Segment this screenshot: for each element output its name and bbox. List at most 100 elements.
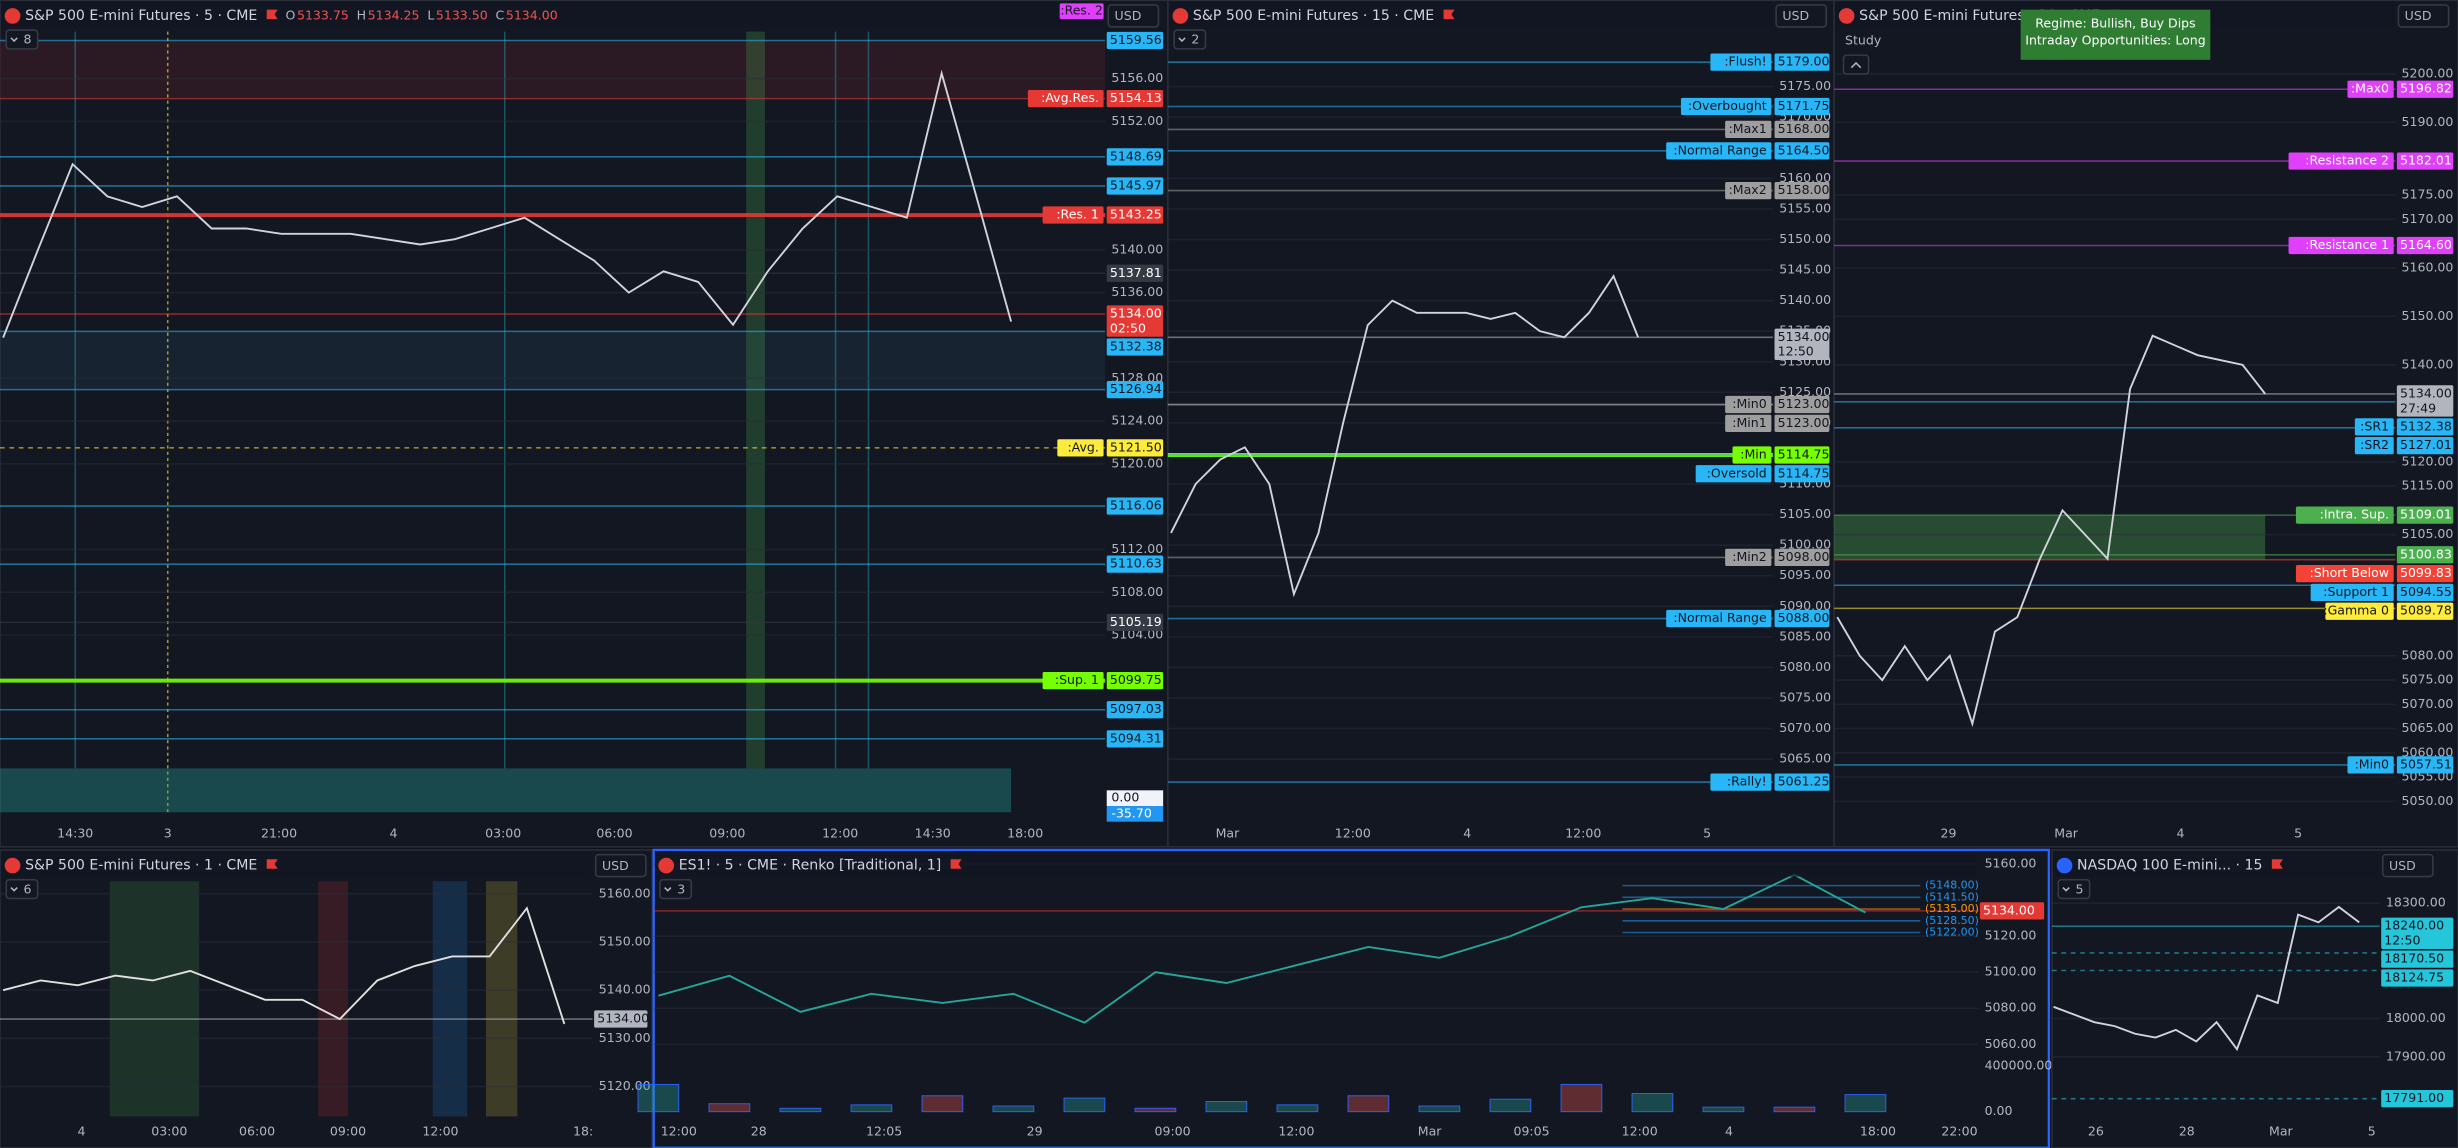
currency: USD (2405, 8, 2432, 23)
y-tick-label: 5060.00 (1985, 1036, 2037, 1051)
level-name: :Normal Range (1673, 610, 1767, 625)
x-tick-label: Mar (1216, 826, 1240, 841)
y-tick-label: 5155.00 (1779, 200, 1831, 215)
price-label-box (1774, 773, 1830, 791)
flag-icon[interactable] (2271, 859, 2283, 869)
volume-bar (850, 1104, 893, 1113)
volume-bar (1418, 1105, 1461, 1113)
volume-bar (1560, 1083, 1603, 1113)
price-label: 5134.00 (1778, 329, 1830, 344)
price-label-box (2396, 583, 2454, 602)
price-line (2, 69, 1013, 338)
y-tick-label: 5175.00 (1779, 78, 1831, 93)
zone (0, 331, 1106, 390)
level-name-box (1042, 671, 1104, 690)
session-band (485, 881, 518, 1117)
volume-bar (637, 1083, 680, 1113)
price-label: 5114.75 (1778, 446, 1830, 461)
price-label-box (1106, 701, 1164, 719)
volume-tick-label: 0.00 (1985, 1103, 2013, 1118)
y-tick-label: 5120.00 (1111, 455, 1163, 470)
flag-icon[interactable] (266, 859, 278, 869)
price-label-box (1106, 305, 1164, 337)
level-name: :Resistance 1 (2305, 237, 2389, 252)
y-tick-label: 5140.00 (599, 982, 651, 997)
panel (652, 848, 2051, 1148)
legend-toggle[interactable] (1173, 29, 1207, 50)
y-tick-label: 5065.00 (2402, 720, 2454, 735)
ohlc-key: O (286, 7, 296, 22)
ohlc-key: H (357, 7, 366, 22)
price-label: 5061.25 (1778, 774, 1830, 789)
price-label-box (1774, 395, 1830, 414)
level-name-box (1666, 609, 1772, 628)
level-name: :Min1 (1732, 415, 1766, 430)
level-name-box (1042, 206, 1104, 224)
flag-icon[interactable] (950, 859, 962, 869)
y-tick-label: 5085.00 (1779, 628, 1831, 643)
chart-title[interactable]: S&P 500 E-mini Futures · 5 · CME (25, 8, 257, 24)
collapse-button[interactable] (1842, 54, 1870, 75)
currency-button[interactable] (2397, 4, 2450, 28)
y-tick-label: 5160.00 (2402, 259, 2454, 274)
x-tick-label: 09:00 (1155, 1124, 1191, 1139)
price-label-box (1106, 338, 1164, 356)
study-label: Study (1845, 33, 1882, 48)
chart-title[interactable]: NASDAQ 100 E-mini... · 15 (2077, 858, 2262, 874)
y-tick-label: 5075.00 (2402, 672, 2454, 687)
level-name: :Min (1740, 446, 1766, 461)
x-tick-label: 18:00 (1860, 1124, 1896, 1139)
price-label: 17791.00 (2384, 1090, 2444, 1105)
zone (0, 40, 1106, 99)
legend-toggle[interactable] (659, 878, 693, 900)
currency-button[interactable] (594, 853, 647, 878)
chart-title[interactable]: ES1! · 5 · CME · Renko [Traditional, 1] (679, 858, 942, 874)
price-label-box (1106, 31, 1164, 50)
price-label-box (2381, 1090, 2454, 1108)
x-tick-label: 4 (2177, 826, 2185, 841)
price-label: 5109.01 (2400, 507, 2452, 522)
level-name: :Gamma 0 (2323, 603, 2389, 618)
price-label: 5099.83 (2400, 565, 2452, 580)
y-tick-label: 5080.00 (1779, 659, 1831, 674)
chart-title[interactable]: S&P 500 E-mini Futures · 15 · CME (1193, 8, 1434, 24)
currency-button[interactable] (1107, 4, 1160, 28)
symbol-logo (4, 8, 21, 24)
price-label-box (1106, 555, 1164, 573)
level-name: :Max1 (1729, 121, 1767, 136)
price-label: 5127.01 (2400, 437, 2452, 452)
price-label-box (2396, 236, 2454, 255)
x-tick-label: 12:00 (1278, 1124, 1314, 1139)
x-tick-label: 28 (2179, 1124, 2195, 1139)
x-tick-label: Mar (2054, 826, 2078, 841)
y-tick-label: 5050.00 (2402, 793, 2454, 808)
oscillator-band (0, 768, 1012, 813)
header-bg (1, 851, 591, 877)
panel (1833, 0, 2458, 848)
price-label: 5123.00 (1778, 415, 1830, 430)
level-tag: (5122.00) (1925, 926, 1979, 939)
y-tick-label: 5160.00 (1779, 170, 1831, 185)
price-label-box (1774, 465, 1830, 483)
currency-button[interactable] (1775, 4, 1828, 28)
level-name-box (1725, 120, 1772, 139)
price-label-box (1106, 177, 1164, 195)
level-name: :SR2 (2360, 437, 2389, 452)
x-tick-label: 12:00 (1335, 826, 1371, 841)
currency-button[interactable] (2381, 853, 2434, 878)
currency: USD (1782, 8, 1809, 23)
price-line (2053, 905, 2360, 1052)
header-bg (1169, 1, 1772, 27)
legend-toggle[interactable] (2057, 878, 2091, 900)
flag-icon[interactable] (1443, 9, 1455, 20)
header-bg (655, 851, 1977, 877)
flag-icon[interactable] (266, 9, 278, 20)
level-name-box (2295, 564, 2394, 583)
chart-title[interactable]: S&P 500 E-mini Futures · 1 · CME (25, 858, 257, 874)
volume-bar (1773, 1106, 1816, 1113)
x-tick-label: 29 (1941, 826, 1957, 841)
legend-toggle[interactable] (5, 29, 39, 50)
legend-toggle[interactable] (5, 878, 39, 900)
level-name: :Intra. Sup. (2320, 507, 2389, 522)
price-label: 5158.00 (1778, 182, 1830, 197)
